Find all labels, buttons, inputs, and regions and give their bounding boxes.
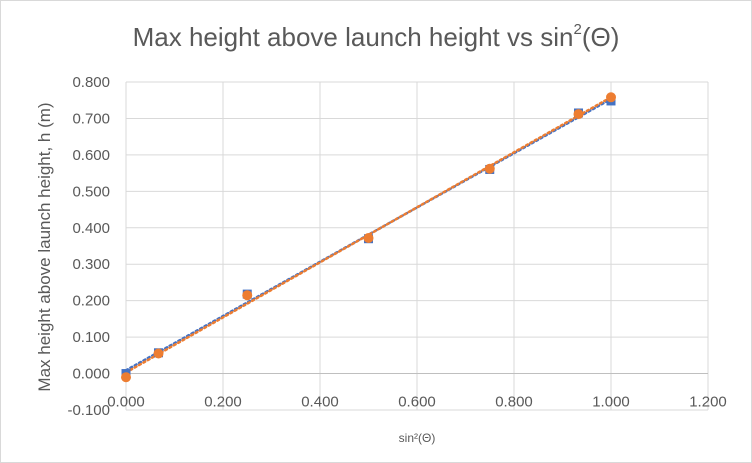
chart-title-superscript: 2	[573, 21, 582, 39]
data-point-series-2	[153, 348, 164, 359]
y-tick-label: 0.100	[72, 329, 110, 346]
y-tick-label: 0.400	[72, 220, 110, 237]
chart-title-main: Max height above launch height vs sin	[132, 22, 574, 52]
y-tick-label: -0.100	[67, 402, 110, 419]
x-tick-label: 0.400	[301, 394, 339, 411]
x-tick-label: 0.000	[107, 394, 145, 411]
y-tick-label: 0.300	[72, 256, 110, 273]
x-tick-label: 0.800	[495, 394, 533, 411]
chart-title: Max height above launch height vs sin2(Θ…	[0, 21, 752, 53]
chart-title-end: (Θ)	[581, 22, 620, 52]
y-tick-label: 0.700	[72, 110, 110, 127]
data-point-series-2	[606, 92, 616, 103]
x-axis-title: sin²(Θ)	[399, 431, 436, 445]
y-tick-label: 0.600	[72, 147, 110, 164]
data-point-series-2	[242, 290, 253, 301]
data-markers	[121, 92, 616, 383]
y-tick-label: 0.800	[72, 74, 110, 91]
data-point-series-2	[363, 232, 374, 243]
x-tick-label: 0.600	[398, 394, 436, 411]
y-axis-title: Max height above launch height, h (m)	[35, 102, 54, 391]
x-tick-label: 0.200	[204, 394, 242, 411]
x-tick-label: 1.200	[689, 394, 727, 411]
data-point-series-2	[484, 163, 495, 174]
y-tick-label: 0.500	[72, 183, 110, 200]
y-tick-label: 0.200	[72, 293, 110, 310]
y-tick-label: 0.000	[72, 366, 110, 383]
x-tick-label: 1.000	[592, 394, 630, 411]
gridlines	[125, 81, 709, 411]
tick-labels: -0.1000.0000.1000.2000.3000.4000.5000.60…	[67, 74, 726, 419]
data-point-series-2	[121, 372, 131, 383]
data-point-series-2	[573, 109, 584, 120]
